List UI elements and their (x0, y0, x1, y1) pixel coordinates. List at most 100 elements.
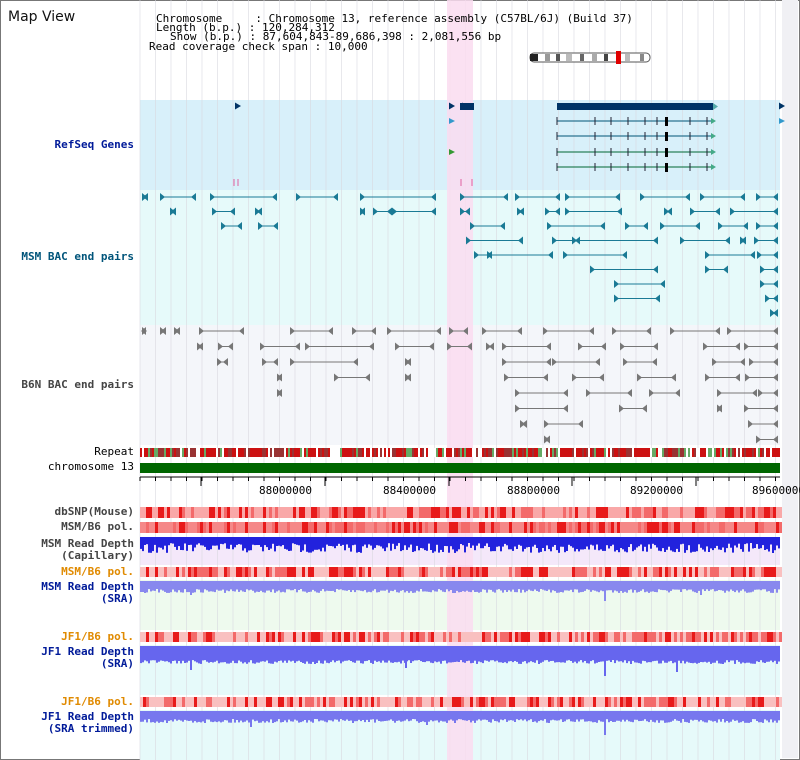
jf1-pol-trim-heat (272, 697, 275, 707)
repeat-segment (538, 448, 540, 457)
msm-cap-depth (148, 537, 150, 553)
repeat-segment (256, 448, 258, 457)
repeat-segment (616, 448, 618, 457)
jf1-pol-heat (566, 632, 569, 642)
jf1-pol-heat (467, 632, 470, 642)
track-label-msm-depth-sra[interactable]: MSM Read Depth (41, 580, 134, 593)
jf1-sra-depth (218, 646, 220, 664)
dbsnp-heat (428, 507, 431, 518)
repeat-segment (584, 448, 586, 457)
repeat-segment (232, 448, 234, 457)
msm-sra-depth (592, 581, 594, 591)
jf1-pol-heat (635, 632, 638, 642)
jf1-pol-trim-heat (605, 697, 608, 707)
repeat-segment (156, 448, 158, 457)
repeat-segment (306, 448, 308, 457)
repeat-segment (354, 448, 356, 457)
repeat-segment (394, 448, 396, 457)
jf1-pol-trim-heat (140, 697, 143, 707)
jf1-sra-depth (670, 646, 672, 661)
jf1-trim-depth (692, 711, 694, 721)
b6n-bac-pair-end (239, 327, 244, 335)
jf1-trim-depth (514, 711, 516, 722)
track-label-b6n-bac[interactable]: B6N BAC end pairs (21, 378, 134, 391)
msm-cap-depth (400, 537, 402, 552)
msm-pol-heat (761, 522, 764, 533)
repeat-segment (660, 448, 662, 457)
jf1-pol-trim-heat (770, 697, 773, 707)
repeat-segment (426, 448, 428, 457)
jf1-trim-depth (680, 711, 682, 723)
msm-cap-depth (262, 537, 264, 552)
dbsnp-heat (632, 507, 635, 518)
msm-sra-depth (472, 581, 474, 591)
jf1-trim-depth (168, 711, 170, 721)
msm-cap-depth (604, 537, 606, 551)
jf1-pol-heat (176, 632, 179, 642)
jf1-sra-depth (540, 646, 542, 663)
track-label-msm-depth-capillary[interactable]: MSM Read Depth (41, 537, 134, 550)
msm-pol-heat (632, 522, 635, 533)
track-label-chromosome[interactable]: chromosome 13 (47, 460, 134, 473)
jf1-pol-heat (149, 632, 152, 642)
dbsnp-heat (341, 507, 344, 518)
track-label-msm-b6-pol[interactable]: MSM/B6 pol. (61, 520, 134, 533)
jf1-sra-depth (160, 646, 162, 661)
jf1-pol-trim-heat (539, 697, 542, 707)
jf1-sra-depth (362, 646, 364, 664)
msm-cap-depth (738, 537, 740, 544)
track-label-jf1-depth-sra[interactable]: JF1 Read Depth (41, 645, 134, 658)
msm-sra-depth (418, 581, 420, 592)
axis-tick-label: 89600000 (752, 484, 800, 497)
dbsnp-heat (362, 507, 365, 518)
dbsnp-heat (266, 507, 269, 518)
track-label-jf1-b6-pol[interactable]: JF1/B6 pol. (61, 630, 134, 643)
jf1-pol-heat (374, 632, 377, 642)
track-label-jf1-depth-trimmed[interactable]: JF1 Read Depth (41, 710, 134, 723)
jf1-pol-trim-heat (422, 697, 425, 707)
jf1-sra-depth (554, 646, 556, 663)
dbsnp-heat (407, 507, 410, 518)
b6n-bac-pair-end (543, 373, 548, 382)
msm-pol-sra-heat (443, 567, 446, 577)
msm-sra-depth (244, 581, 246, 592)
msm-cap-depth (280, 537, 282, 547)
track-label-refseq-genes[interactable]: RefSeq Genes (54, 138, 134, 151)
jf1-pol-trim-heat (665, 697, 668, 707)
jf1-trim-depth (322, 711, 324, 721)
b6n-bac-pair-end (586, 389, 591, 397)
track-label-repeat[interactable]: Repeat (94, 445, 134, 458)
msm-sra-depth (602, 581, 604, 592)
dbsnp-heat (689, 507, 692, 518)
jf1-sra-depth (528, 646, 530, 663)
track-label-msm-bac[interactable]: MSM BAC end pairs (21, 250, 134, 263)
jf1-pol-trim-heat (425, 697, 428, 707)
repeat-segment (634, 448, 636, 457)
jf1-pol-heat (590, 632, 593, 642)
repeat-segment (316, 448, 318, 457)
jf1-sra-depth (596, 646, 598, 663)
msm-sra-depth (634, 581, 636, 591)
repeat-segment (466, 448, 468, 457)
dbsnp-heat (446, 507, 449, 518)
jf1-sra-depth (252, 646, 254, 664)
dbsnp-heat (233, 507, 236, 518)
repeat-segment (696, 448, 698, 457)
jf1-pol-heat (770, 632, 773, 642)
track-label-msm-b6-pol-sra[interactable]: MSM/B6 pol. (61, 565, 134, 578)
jf1-trim-depth (458, 711, 460, 720)
jf1-trim-depth (492, 711, 494, 720)
msm-sra-depth (518, 581, 520, 590)
dbsnp-heat (575, 507, 578, 518)
repeat-segment (524, 448, 526, 457)
jf1-sra-depth (720, 646, 722, 664)
jf1-trim-depth (716, 711, 718, 723)
track-label-dbsnp[interactable]: dbSNP(Mouse) (54, 505, 134, 518)
msm-sra-depth (196, 581, 198, 590)
repeat-segment (164, 448, 166, 457)
msm-pol-heat (410, 522, 413, 533)
jf1-sra-depth (568, 646, 570, 661)
track-label-jf1-b6-pol-trimmed[interactable]: JF1/B6 pol. (61, 695, 134, 708)
show-label: Show (b.p.) (170, 30, 243, 43)
